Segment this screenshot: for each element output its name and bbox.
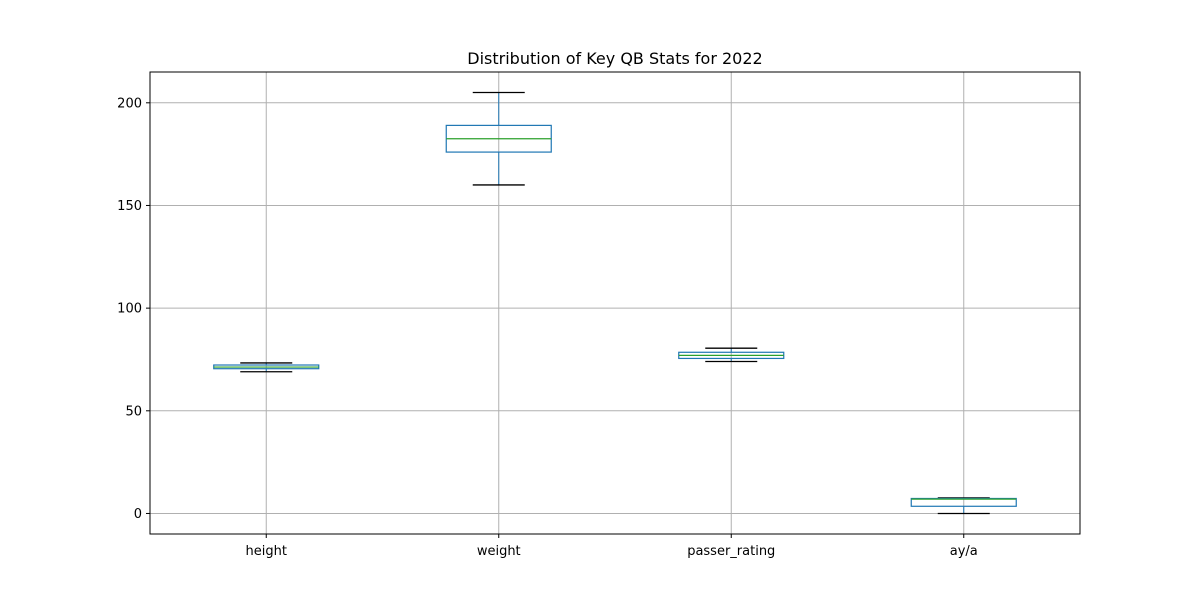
box-weight [445,91,552,186]
box-ay-a [910,497,1017,515]
x-tick-label: passer_rating [687,544,775,559]
grid-layer [150,72,1080,534]
y-tick-label: 0 [134,507,142,522]
iqr-box [910,497,1017,507]
y-tick-label: 100 [117,302,142,317]
x-tick-label: ay/a [950,544,978,559]
x-tick-label: height [246,544,287,559]
y-tick-label: 50 [125,404,142,419]
y-tick-label: 150 [117,199,142,214]
y-tick-label: 200 [117,96,142,111]
axis-layer: 0 50 100 150 200 height weight passer_rating ay/… [117,96,978,559]
chart-title: Distribution of Key QB Stats for 2022 [467,49,762,68]
x-tick-label: weight [477,544,521,559]
box-passer-rating [678,347,785,363]
box-height [213,362,320,373]
plot-layer [213,91,1017,515]
plot-area-frame [149,71,1081,535]
